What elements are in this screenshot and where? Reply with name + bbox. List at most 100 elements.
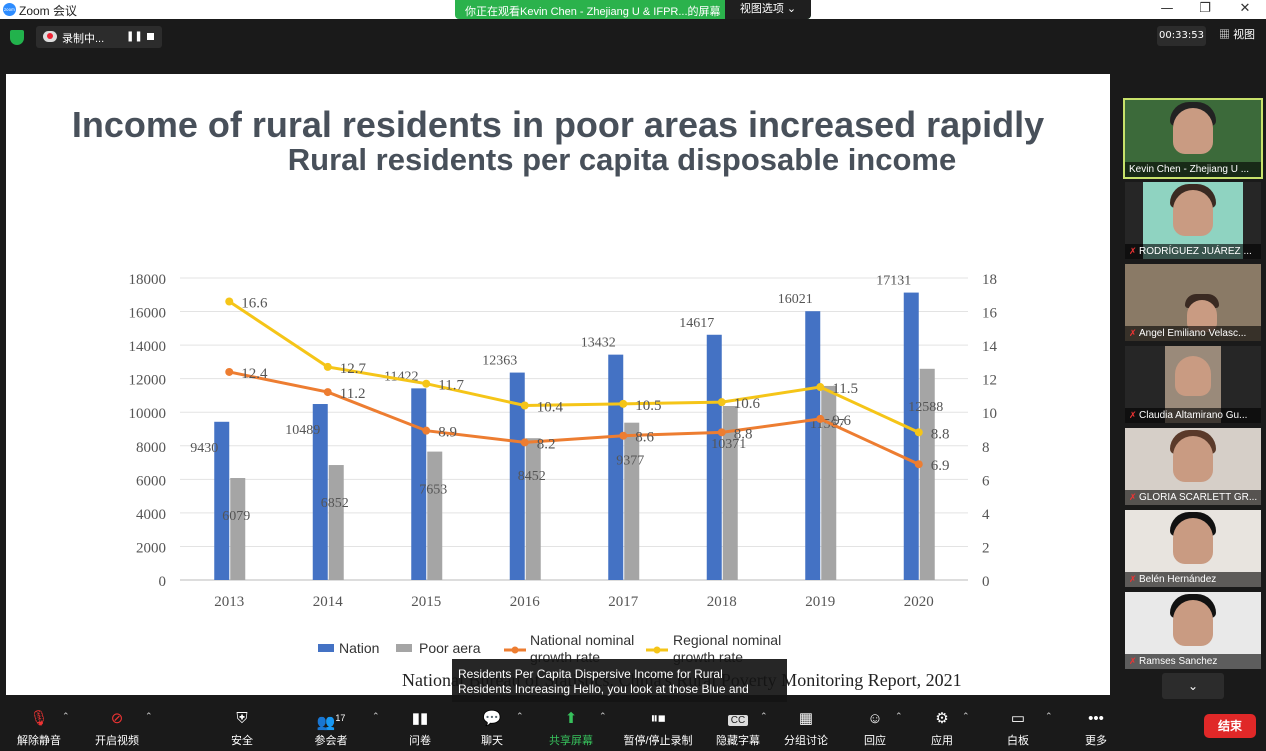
y-left-tick-label: 8000: [136, 440, 166, 456]
legend-swatch-poor-area: [396, 644, 412, 652]
bar-data-label: 12363: [482, 354, 517, 369]
apps-options-caret[interactable]: ⌃: [962, 712, 970, 722]
participant-name: Claudia Altamirano Gu...: [1139, 410, 1248, 421]
bar-nation: [214, 421, 230, 580]
y-right-tick-label: 6: [982, 473, 990, 489]
end-meeting-button[interactable]: 结束: [1204, 714, 1256, 738]
shared-slide: Income of rural residents in poor areas …: [6, 74, 1110, 695]
avatar-face: [1173, 600, 1213, 646]
line-point: [816, 383, 825, 392]
bar-data-label: 8452: [518, 469, 546, 484]
bar-poor-area: [427, 451, 443, 580]
participant-name: RODRÍGUEZ JUÁREZ ...: [1139, 246, 1252, 257]
grid-icon: ▦: [798, 710, 814, 727]
participant-name-bar: ✗ Angel Emiliano Velasc...: [1125, 326, 1261, 341]
apps-icon: ⚙: [935, 710, 949, 727]
security-button[interactable]: ⛨ 安全: [207, 708, 277, 748]
participant-tile[interactable]: ✗ RODRÍGUEZ JUÁREZ ...: [1125, 182, 1261, 259]
line-point: [520, 438, 529, 447]
bar-data-label: 9377: [616, 454, 644, 469]
y-right-tick-label: 10: [982, 406, 997, 422]
reactions-options-caret[interactable]: ⌃: [895, 712, 903, 722]
reactions-button[interactable]: ☺ 回应: [840, 708, 910, 748]
encryption-shield-icon[interactable]: [10, 30, 24, 45]
bar-poor-area: [525, 438, 541, 580]
y-left-tick-label: 10000: [129, 406, 167, 422]
line-data-label: 11.7: [438, 378, 464, 394]
legend-poor-area: Poor aera: [419, 640, 481, 656]
video-options-caret[interactable]: ⌃: [145, 712, 153, 722]
bar-data-label: 10489: [285, 423, 320, 438]
bar-data-label: 7653: [419, 483, 447, 498]
recording-label: 录制中...: [62, 33, 105, 45]
participant-tile[interactable]: ✗ Ramses Sanchez: [1125, 592, 1261, 669]
line-point: [914, 428, 923, 437]
participant-name: Kevin Chen - Zhejiang U ...: [1125, 162, 1261, 177]
stop-recording-button[interactable]: [147, 33, 154, 40]
y-right-tick-label: 4: [982, 507, 990, 523]
share-options-caret[interactable]: ⌃: [599, 712, 607, 722]
whiteboard-options-caret[interactable]: ⌃: [1045, 712, 1053, 722]
unmute-button[interactable]: 🎙 解除静音: [4, 708, 74, 748]
participants-button[interactable]: 👥17 参会者: [296, 708, 366, 748]
hide-captions-button[interactable]: CC 隐藏字幕: [703, 708, 773, 748]
pause-stop-icon: ⏸⏹: [650, 710, 666, 727]
captions-options-caret[interactable]: ⌃: [760, 712, 768, 722]
y-right-tick-label: 8: [982, 440, 990, 456]
more-button[interactable]: ••• 更多: [1061, 708, 1131, 748]
line-point: [520, 401, 529, 410]
bar-data-label: 6079: [222, 509, 250, 524]
y-right-tick-label: 18: [982, 272, 997, 288]
share-screen-icon: ⬆: [564, 710, 578, 727]
gallery-scroll-down-button[interactable]: ⌄: [1162, 673, 1224, 699]
polls-button[interactable]: ▮▮ 问卷: [385, 708, 455, 748]
line-point: [717, 428, 726, 437]
pause-stop-record-button[interactable]: ⏸⏹ 暂停/停止录制: [623, 708, 693, 748]
line-data-label: 12.7: [340, 361, 367, 377]
income-chart: 0200040006000800010000120001400016000180…: [129, 272, 998, 665]
view-button[interactable]: ▦ 视图: [1219, 29, 1256, 41]
line-point: [225, 297, 234, 306]
view-options-button[interactable]: 视图选项 ⌄: [725, 0, 811, 19]
chat-button[interactable]: 💬 聊天: [457, 708, 527, 748]
whiteboard-button[interactable]: ▭ 白板: [983, 708, 1053, 748]
y-left-tick-label: 16000: [129, 306, 167, 322]
line-point: [619, 399, 628, 408]
whiteboard-label: 白板: [1007, 735, 1029, 747]
share-screen-button[interactable]: ⬆ 共享屏幕: [536, 708, 606, 748]
bar-data-label: 9430: [190, 441, 218, 456]
caption-line-2: Residents Increasing Hello, you look at …: [458, 682, 749, 696]
start-video-button[interactable]: ⊘ 开启视频: [82, 708, 152, 748]
pause-recording-button[interactable]: ❚❚: [126, 31, 143, 42]
line-data-label: 11.5: [832, 381, 858, 397]
video-off-icon: ⊘: [110, 710, 124, 727]
muted-mic-icon: ✗: [1129, 246, 1137, 256]
window-titlebar: zoom Zoom 会议 你正在观看Kevin Chen - Zhejiang …: [0, 0, 1266, 19]
muted-mic-icon: ✗: [1129, 492, 1137, 502]
close-window-button[interactable]: ✕: [1239, 1, 1251, 16]
audio-options-caret[interactable]: ⌃: [62, 712, 70, 722]
line-data-label: 8.2: [537, 436, 556, 452]
minimize-button[interactable]: —: [1160, 1, 1174, 16]
polls-label: 问卷: [409, 735, 431, 747]
bar-nation: [509, 372, 525, 580]
breakout-rooms-button[interactable]: ▦ 分组讨论: [771, 708, 841, 748]
participant-tile[interactable]: ✗ Belén Hernández: [1125, 510, 1261, 587]
line-data-label: 8.8: [931, 426, 950, 442]
national-growth-line: [228, 370, 920, 466]
restore-button[interactable]: ❐: [1199, 1, 1211, 16]
participants-options-caret[interactable]: ⌃: [372, 712, 380, 722]
people-icon: 👥17: [316, 713, 346, 731]
participant-tile[interactable]: Kevin Chen - Zhejiang U ...: [1123, 98, 1263, 179]
participant-tile[interactable]: ✗ Claudia Altamirano Gu...: [1125, 346, 1261, 423]
participant-name: Ramses Sanchez: [1139, 656, 1218, 667]
participant-tile[interactable]: ✗ Angel Emiliano Velasc...: [1125, 264, 1261, 341]
apps-button[interactable]: ⚙ 应用: [907, 708, 977, 748]
bar-data-label: 17131: [876, 274, 911, 289]
x-tick-label: 2016: [510, 594, 541, 610]
cc-icon-glyph: CC: [727, 715, 749, 726]
line-data-label: 12.4: [241, 366, 268, 382]
line-data-label: 6.9: [931, 458, 950, 474]
chat-options-caret[interactable]: ⌃: [516, 712, 524, 722]
participant-tile[interactable]: ✗ GLORIA SCARLETT GR...: [1125, 428, 1261, 505]
